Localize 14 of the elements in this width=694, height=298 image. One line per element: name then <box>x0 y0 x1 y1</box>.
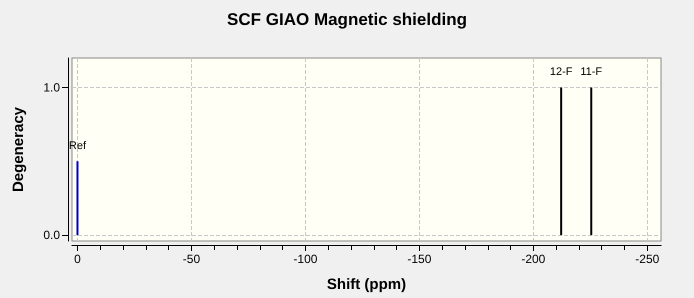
x-tick-label: -250 <box>635 252 660 266</box>
chart-title: SCF GIAO Magnetic shielding <box>227 10 467 29</box>
x-axis-title: Shift (ppm) <box>326 276 406 293</box>
x-tick-label: -50 <box>182 252 200 266</box>
annotation: Ref <box>68 140 87 152</box>
annotation: 12-F <box>550 66 573 78</box>
y-tick-label: 0.0 <box>43 228 60 242</box>
annotation: 11-F <box>580 66 602 78</box>
x-tick-label: -150 <box>407 252 432 266</box>
y-tick-label: 1.0 <box>43 80 60 95</box>
x-tick-label: -100 <box>293 252 318 266</box>
x-tick-label: 0 <box>74 252 82 266</box>
y-axis-title: Degeneracy <box>10 106 27 192</box>
x-tick-label: -200 <box>521 252 546 266</box>
